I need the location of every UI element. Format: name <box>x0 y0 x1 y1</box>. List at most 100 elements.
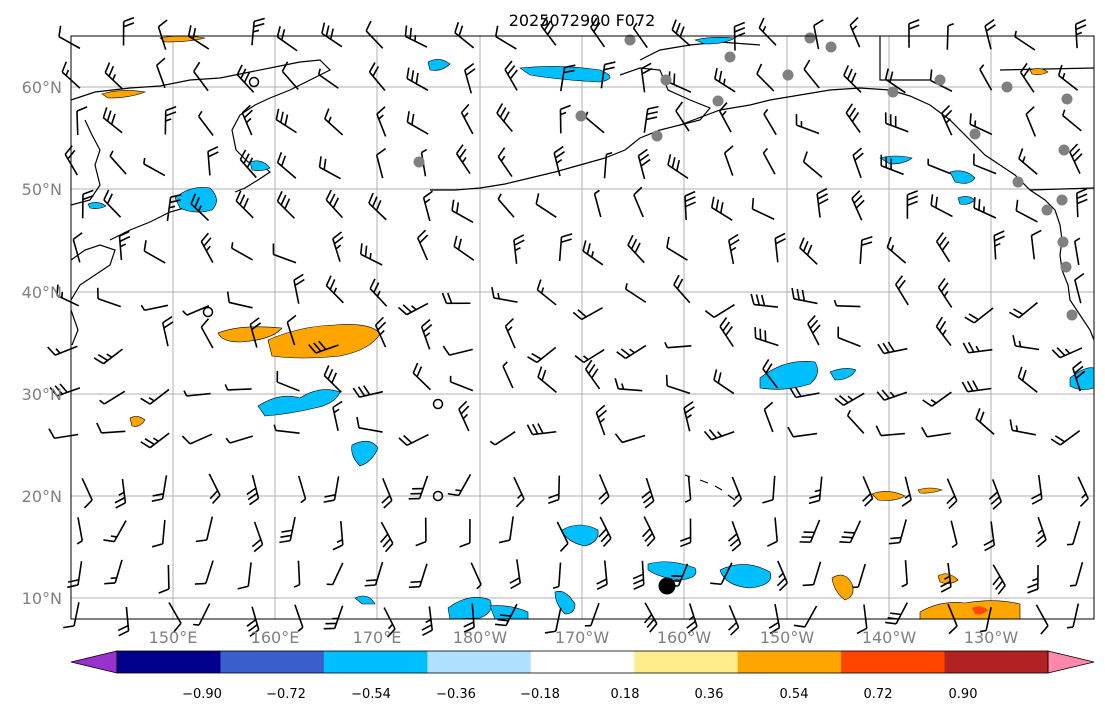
wind-barb <box>816 187 829 218</box>
wind-barb <box>598 474 610 505</box>
barb-shaft <box>319 166 342 180</box>
barb-shaft <box>1059 347 1083 359</box>
barb-flag <box>514 247 521 252</box>
wind-barb <box>673 274 691 304</box>
barb-flag <box>969 113 972 125</box>
wind-barb <box>1057 64 1079 91</box>
barb-flag <box>398 437 408 446</box>
wind-barb <box>728 233 740 265</box>
barb-flag <box>463 626 475 633</box>
barb-flag <box>632 573 644 580</box>
colorbar-segment <box>737 651 842 673</box>
barb-flag <box>930 399 937 404</box>
station-marker <box>1041 204 1053 216</box>
wind-barb <box>527 346 557 364</box>
barb-flag <box>243 72 251 83</box>
barb-flag <box>103 189 110 201</box>
barb-shaft <box>333 605 344 629</box>
barb-flag <box>194 582 206 585</box>
barb-flag <box>850 72 857 84</box>
barb-flag <box>253 543 264 553</box>
barb-flag <box>93 357 104 365</box>
barb-flag <box>458 148 467 159</box>
barb-shaft <box>229 435 254 444</box>
barb-flag <box>762 25 767 33</box>
wind-barb <box>1051 347 1083 359</box>
barb-flag <box>123 16 135 23</box>
barb-flag <box>979 64 985 70</box>
barb-flag <box>646 111 658 116</box>
barb-flag <box>1054 435 1066 443</box>
barb-flag <box>173 622 182 633</box>
barb-flag <box>765 363 773 374</box>
pos-fill-7 <box>917 487 943 494</box>
wind-barb <box>81 477 93 509</box>
barb-shaft <box>1018 301 1038 319</box>
barb-shaft <box>324 118 344 136</box>
neg-fill-16 <box>427 59 451 71</box>
barb-shaft <box>752 208 775 221</box>
wind-barb <box>993 230 1005 260</box>
barb-flag <box>241 104 251 114</box>
barb-shaft <box>843 74 862 93</box>
neg-fill-17 <box>249 160 271 171</box>
barb-shaft <box>559 67 566 92</box>
barb-flag <box>507 65 516 75</box>
barb-shaft <box>935 325 952 347</box>
barb-shaft <box>756 73 775 92</box>
barb-shaft <box>494 431 516 446</box>
barb-flag <box>992 575 1001 586</box>
barb-flag <box>796 288 800 300</box>
barb-flag <box>459 542 471 548</box>
barb-flag <box>730 626 740 636</box>
barb-shaft <box>276 36 298 52</box>
barb-flag <box>591 368 599 379</box>
barb-shaft <box>677 563 689 587</box>
barb-flag <box>833 299 838 307</box>
pos-fill-6 <box>871 491 906 501</box>
wind-barb <box>197 110 214 136</box>
barb-flag <box>994 242 1001 247</box>
barb-flag <box>951 543 958 549</box>
figure-title: 2025072900 F072 <box>509 11 656 30</box>
barb-flag <box>641 62 652 70</box>
wind-barb <box>49 383 81 397</box>
barb-flag <box>945 118 951 124</box>
wind-barb <box>843 65 862 93</box>
barb-flag <box>502 361 508 367</box>
barb-shaft <box>189 433 213 445</box>
barb-flag <box>683 401 694 409</box>
barb-flag <box>411 305 417 311</box>
barb-shaft <box>502 365 514 389</box>
barb-flag <box>1012 335 1017 347</box>
barb-flag <box>816 187 828 195</box>
wind-barb <box>224 384 252 391</box>
barb-flag <box>614 378 620 390</box>
barb-flag <box>99 399 105 405</box>
barb-flag <box>103 539 115 543</box>
barb-shaft <box>318 73 339 89</box>
wind-barb <box>497 193 515 218</box>
wind-barb <box>195 516 214 543</box>
barb-flag <box>106 110 112 122</box>
barb-shaft <box>325 285 344 304</box>
barb-flag <box>198 205 202 212</box>
barb-shaft <box>885 122 909 133</box>
barb-shaft <box>464 69 473 94</box>
barb-shaft <box>77 517 84 541</box>
barb-shaft <box>374 561 384 586</box>
barb-flag <box>1076 193 1088 200</box>
wind-barb <box>640 62 653 93</box>
barb-flag <box>671 19 677 31</box>
barb-flag <box>644 532 654 542</box>
barb-flag <box>940 580 951 588</box>
wind-barb <box>791 287 818 305</box>
wind-barb <box>498 516 514 544</box>
colorbar-tick-label: −0.54 <box>351 687 391 702</box>
barb-flag <box>157 19 168 28</box>
wind-barb <box>379 521 394 553</box>
barb-flag <box>703 430 713 441</box>
barb-flag <box>802 583 814 587</box>
barb-shaft <box>375 154 384 179</box>
barb-flag <box>718 70 723 82</box>
